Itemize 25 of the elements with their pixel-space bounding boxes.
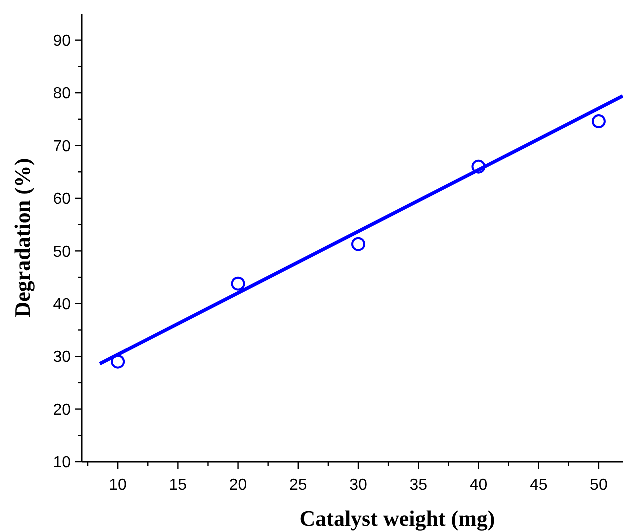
point [592, 114, 606, 129]
x-tick-label: 25 [290, 477, 308, 494]
y-tick-label: 90 [53, 32, 72, 50]
y-axis-title: Degradation (%) [10, 158, 35, 318]
y-tick-label: 70 [53, 138, 72, 156]
point [352, 237, 366, 252]
x-tick-label: 20 [229, 477, 248, 494]
y-tick-label: 60 [53, 191, 72, 208]
y-tick-label: 20 [53, 402, 72, 419]
x-tick-label: 50 [590, 477, 608, 494]
x-axis-title: Catalyst weight (mg) [300, 506, 496, 531]
y-tick-label: 50 [53, 244, 72, 261]
x-tick-label: 30 [350, 477, 368, 494]
point [231, 276, 246, 291]
y-tick-label: 10 [53, 454, 72, 472]
x-tick-label: 45 [530, 477, 548, 494]
point [111, 354, 126, 369]
x-tick-label: 10 [109, 477, 128, 494]
x-tick-label: 40 [470, 477, 488, 494]
x-tick-label: 35 [410, 477, 428, 494]
y-tick-label: 40 [53, 296, 72, 314]
point [472, 160, 486, 174]
y-tick-label: 30 [53, 349, 72, 366]
x-tick-label: 15 [169, 477, 188, 494]
y-tick-label: 80 [53, 86, 72, 103]
